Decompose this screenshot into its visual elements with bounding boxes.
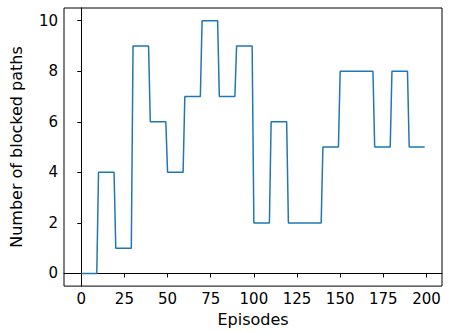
- svg-text:6: 6: [48, 113, 58, 131]
- svg-text:75: 75: [201, 290, 220, 308]
- svg-text:100: 100: [240, 290, 269, 308]
- svg-text:0: 0: [48, 264, 58, 282]
- svg-text:10: 10: [39, 12, 58, 30]
- svg-text:150: 150: [326, 290, 355, 308]
- svg-text:8: 8: [48, 62, 58, 80]
- svg-text:175: 175: [369, 290, 398, 308]
- svg-text:4: 4: [48, 163, 58, 181]
- svg-text:Episodes: Episodes: [217, 310, 288, 329]
- svg-text:200: 200: [412, 290, 441, 308]
- svg-text:Number of blocked paths: Number of blocked paths: [7, 46, 26, 248]
- svg-text:125: 125: [283, 290, 312, 308]
- svg-text:50: 50: [158, 290, 177, 308]
- svg-text:25: 25: [115, 290, 134, 308]
- svg-text:2: 2: [48, 214, 58, 232]
- svg-text:0: 0: [76, 290, 86, 308]
